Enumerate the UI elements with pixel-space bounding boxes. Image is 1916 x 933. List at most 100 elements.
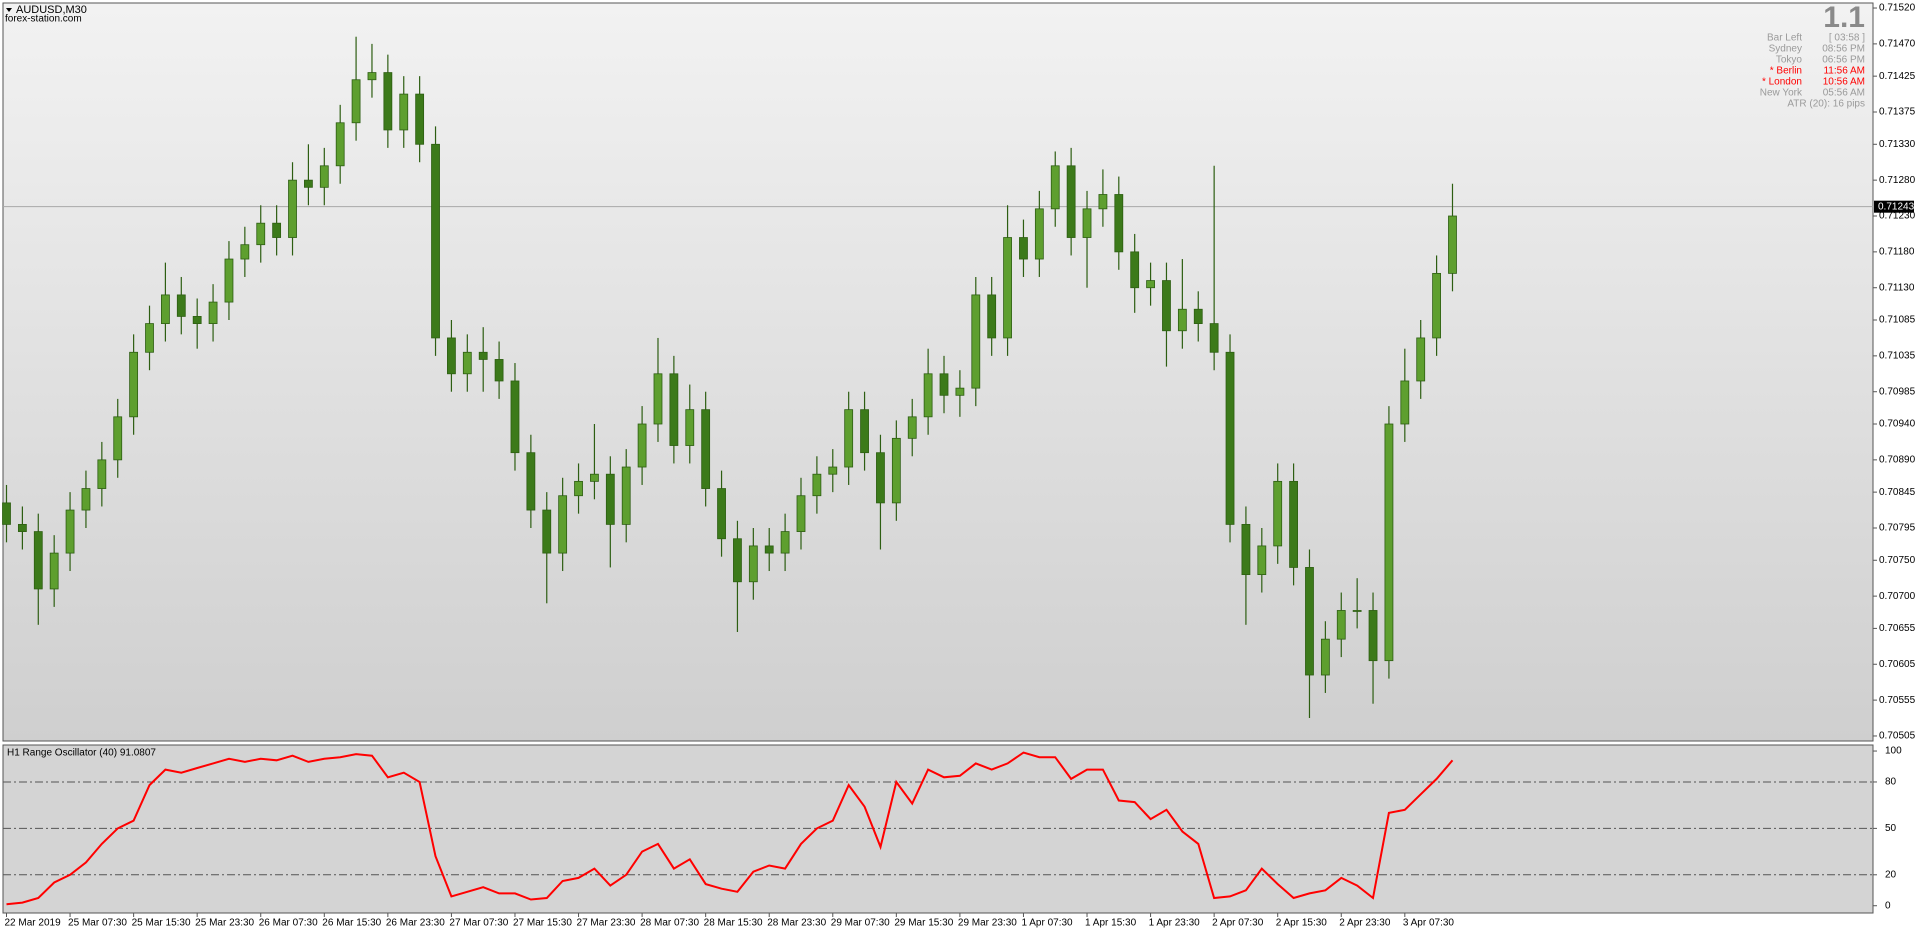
y-tick-label: 0.71520: [1879, 3, 1916, 14]
x-tick-label: 22 Mar 2019: [5, 918, 62, 929]
x-tick-label: 1 Apr 07:30: [1021, 918, 1073, 929]
candle-body: [1050, 165, 1060, 210]
candle-body: [335, 122, 345, 167]
candle-body: [1098, 194, 1108, 210]
candle-body: [81, 488, 91, 511]
x-tick-label: 29 Mar 07:30: [831, 918, 890, 929]
candle-body: [1432, 272, 1441, 339]
y-tick-label: 0.71330: [1879, 139, 1916, 150]
candle-body: [1082, 208, 1092, 238]
candle-body: [1162, 280, 1171, 332]
candle-body: [288, 179, 297, 238]
y-tick-label: 0.71230: [1879, 211, 1916, 222]
x-tick-label: 26 Mar 07:30: [259, 918, 318, 929]
y-tick-label: 100: [1885, 746, 1902, 757]
y-tick-label: 80: [1885, 777, 1897, 788]
candle-body: [447, 337, 456, 375]
candle-body: [1177, 308, 1187, 332]
candle-body: [1130, 251, 1140, 289]
candle-body: [939, 373, 949, 396]
current-price-label: 0.71243: [1878, 201, 1915, 212]
candle-body: [1193, 308, 1203, 324]
candle-body: [748, 545, 758, 583]
candle-body: [1209, 323, 1219, 353]
y-tick-label: 0.71085: [1879, 315, 1916, 326]
candle-body: [669, 373, 679, 446]
candle-body: [272, 222, 282, 238]
info-value: 11:56 AM: [1823, 66, 1865, 77]
candle-body: [955, 387, 965, 396]
candle-body: [1241, 524, 1251, 576]
candle-body: [844, 409, 854, 468]
x-tick-label: 3 Apr 07:30: [1403, 918, 1455, 929]
x-tick-label: 26 Mar 15:30: [322, 918, 381, 929]
info-label: Bar Left: [1767, 33, 1802, 44]
candle-body: [780, 531, 790, 554]
y-tick-label: 50: [1885, 823, 1897, 834]
candle-body: [987, 294, 997, 339]
y-tick-label: 0.71035: [1879, 351, 1916, 362]
x-tick-label: 28 Mar 07:30: [640, 918, 699, 929]
candle-body: [1273, 480, 1283, 547]
candle-body: [1114, 194, 1124, 253]
candle-body: [145, 323, 154, 353]
y-tick-label: 20: [1885, 869, 1897, 880]
y-tick-label: 0.70795: [1879, 523, 1916, 534]
x-tick-label: 2 Apr 15:30: [1276, 918, 1328, 929]
x-tick-label: 26 Mar 23:30: [386, 918, 445, 929]
candle-body: [1066, 165, 1076, 238]
price-panel: [2, 2, 1874, 742]
candle-body: [1400, 380, 1410, 425]
candle-body: [1289, 480, 1298, 568]
candle-body: [828, 466, 838, 475]
candle-body: [558, 495, 568, 554]
menu-arrow[interactable]: [6, 8, 12, 12]
candle-body: [319, 165, 329, 188]
candle-body: [129, 351, 139, 418]
x-tick-label: 25 Mar 07:30: [68, 918, 127, 929]
y-tick-label: 0.71470: [1879, 39, 1916, 50]
candle-body: [65, 509, 75, 554]
candle-body: [733, 538, 742, 583]
x-tick-label: 2 Apr 07:30: [1212, 918, 1264, 929]
x-tick-label: 1 Apr 23:30: [1149, 918, 1201, 929]
candle-body: [1034, 208, 1044, 260]
candle-body: [462, 351, 472, 375]
candle-body: [367, 72, 377, 81]
x-tick-label: 25 Mar 23:30: [195, 918, 254, 929]
candle-body: [526, 452, 536, 511]
candle-body: [812, 473, 822, 497]
oscillator-title: H1 Range Oscillator (40) 91.0807: [7, 748, 156, 759]
candle-body: [160, 294, 170, 324]
candle-body: [891, 437, 901, 504]
candle-body: [399, 93, 409, 131]
candle-body: [907, 416, 917, 439]
candle-body: [431, 143, 440, 339]
candle-body: [49, 552, 59, 590]
y-tick-label: 0.70700: [1879, 591, 1916, 602]
info-value: 10:56 AM: [1823, 77, 1865, 88]
candle-body: [1225, 351, 1235, 525]
info-label: New York: [1760, 88, 1803, 99]
candle-body: [351, 79, 361, 124]
candle-body: [1320, 638, 1330, 676]
x-tick-label: 2 Apr 23:30: [1339, 918, 1391, 929]
candle-body: [256, 222, 266, 246]
y-tick-label: 0.70940: [1879, 419, 1916, 430]
info-value: [ 03:58 ]: [1829, 33, 1865, 44]
candle-body: [1019, 237, 1028, 260]
candle-body: [923, 373, 933, 418]
candle-body: [33, 531, 43, 590]
y-tick-label: 0.71375: [1879, 107, 1916, 118]
candle-body: [2, 502, 11, 525]
candle-body: [192, 316, 202, 324]
info-value: 06:56 PM: [1822, 55, 1865, 66]
candle-body: [605, 473, 615, 525]
spread-value: 1.1: [1823, 1, 1865, 34]
candle-body: [510, 380, 520, 454]
candle-body: [208, 301, 218, 324]
candle-body: [1003, 237, 1012, 339]
info-panel: Bar Left [ 03:58 ] Sydney 08:56 PM Tokyo 06:5…: [1760, 33, 1865, 110]
candle-body: [97, 459, 107, 489]
y-tick-label: 0.70555: [1879, 695, 1916, 706]
